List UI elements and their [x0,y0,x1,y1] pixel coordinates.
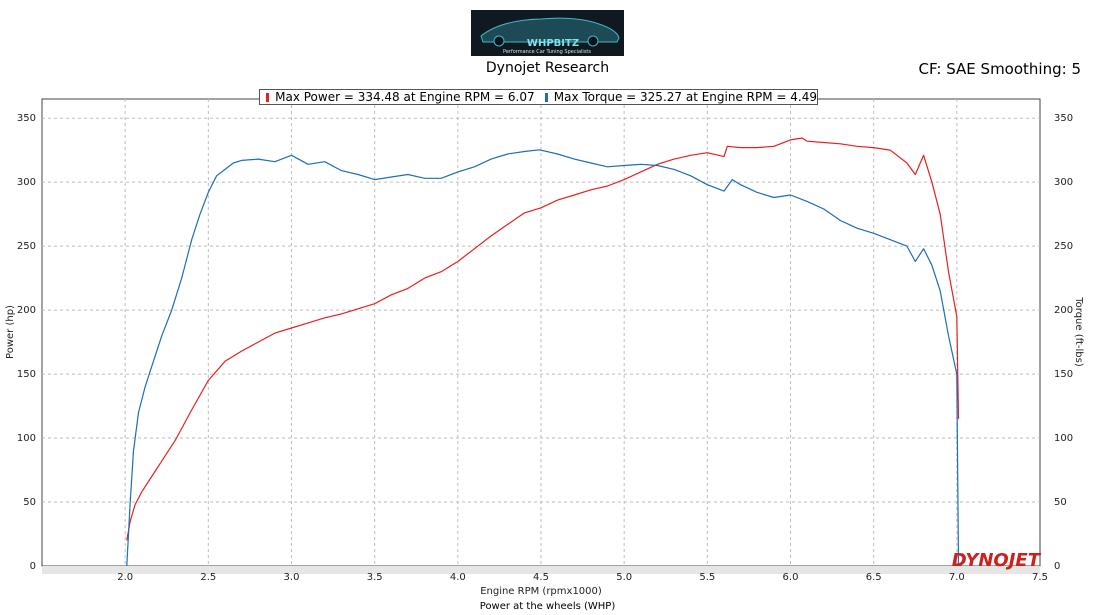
y-tick-label: 150 [17,369,36,380]
legend: Max Power = 334.48 at Engine RPM = 6.07 … [259,89,818,105]
x-tick-label: 4.5 [533,572,549,583]
app-title: Dynojet Research [485,60,610,76]
y2-tick-label: 350 [1054,113,1073,124]
y-tick-label: 350 [17,113,36,124]
y2-axis-label: Torque (ft-lbs) [1073,296,1084,367]
y2-tick-label: 0 [1054,561,1060,572]
x-tick-label: 2.0 [117,572,133,583]
x-tick-label: 3.0 [284,572,300,583]
y-tick-label: 300 [17,177,36,188]
x-tick-label: 3.5 [367,572,383,583]
x-tick-label: 2.5 [200,572,216,583]
power-swatch [266,92,270,102]
y2-tick-label: 50 [1054,497,1067,508]
footer-caption: Power at the wheels (WHP) [479,601,616,612]
x-tick-label: 6.5 [866,572,882,583]
gridlines [42,99,1040,574]
logo-tagline: Performance Car Tuning Specialists [503,49,591,55]
y-tick-label: 250 [17,241,36,252]
x-axis-band [42,566,1040,574]
power-line [126,137,960,541]
x-tick-label: 5.5 [699,572,715,583]
legend-power-text: Max Power = 334.48 at Engine RPM = 6.07 [275,90,535,104]
y-tick-label: 200 [17,305,36,316]
series-lines [126,137,960,567]
y-tick-label: 100 [17,433,36,444]
dynojet-brand: DYNOJET [952,550,1042,571]
x-tick-label: 4.0 [450,572,466,583]
axis-ticks: 2.0 2.5 3.0 3.5 4.0 4.5 5.0 5.5 6.0 6.5 7.0 7.5 0 0 50… [17,113,1073,583]
y2-tick-label: 150 [1054,369,1073,380]
y2-tick-label: 100 [1054,433,1073,444]
x-tick-label: 5.0 [616,572,632,583]
torque-line [126,149,960,567]
y-tick-label: 0 [30,561,36,572]
whpbitz-logo: WHPBITZ Performance Car Tuning Specialis… [471,10,624,56]
y2-tick-label: 200 [1054,305,1073,316]
correction-factor-text: CF: SAE Smoothing: 5 [918,60,1081,78]
y-tick-label: 50 [23,497,36,508]
y-axis-label: Power (hp) [5,305,16,359]
logo-text: WHPBITZ [527,38,579,49]
y2-tick-label: 300 [1054,177,1073,188]
x-tick-label: 7.5 [1032,572,1048,583]
x-axis-label: Engine RPM (rpmx1000) [480,586,602,597]
x-tick-label: 6.0 [783,572,799,583]
legend-torque-text: Max Torque = 325.27 at Engine RPM = 4.49 [553,90,817,104]
x-tick-label: 7.0 [949,572,965,583]
torque-swatch [544,92,548,102]
y2-tick-label: 250 [1054,241,1073,252]
